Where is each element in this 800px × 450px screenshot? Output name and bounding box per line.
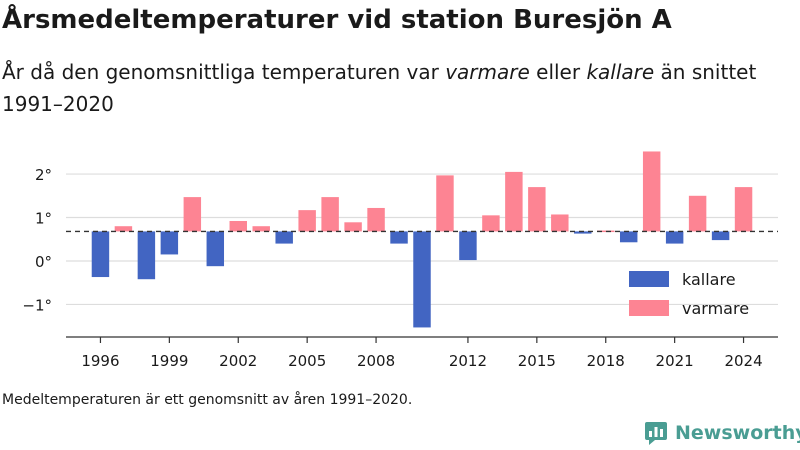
x-tick-label: 2021: [656, 352, 694, 370]
bar-2005: [298, 210, 316, 232]
bar-2006: [321, 197, 339, 232]
x-tick-label: 2002: [219, 352, 257, 370]
bars: [66, 151, 778, 328]
legend-label-varmare: varmare: [682, 299, 749, 318]
bar-2014: [505, 171, 523, 232]
bar-1998: [137, 231, 156, 280]
subtitle-emphasis-warmer: varmare: [445, 60, 530, 84]
subtitle-emphasis-colder: kallare: [586, 60, 655, 84]
legend-swatch-kallare: [629, 271, 669, 287]
legend-label-kallare: kallare: [682, 270, 736, 289]
page-title: Årsmedeltemperaturer vid station Buresjö…: [2, 5, 672, 35]
bar-1999: [160, 231, 179, 255]
temperature-bar-chart: −1° 0° 1° 2° 1996 1999 2002 2005 2008 2012 2015 201…: [22, 151, 778, 370]
x-tick-label: 2024: [724, 352, 762, 370]
bar-1996: [91, 231, 110, 278]
bar-2016: [551, 214, 569, 232]
y-tick-label: −1°: [22, 296, 52, 314]
bar-2012: [459, 231, 477, 261]
y-tick-label: 0°: [35, 253, 52, 271]
bar-2002: [229, 220, 247, 232]
subtitle-part3: än snittet 1991–2020: [2, 60, 757, 116]
axes: −1° 0° 1° 2° 1996 1999 2002 2005 2008 2012 2015 201…: [22, 166, 778, 370]
bar-2023: [711, 231, 730, 241]
legend: kallare varmare: [629, 270, 749, 318]
x-tick-label: 1996: [81, 352, 119, 370]
chart-subtitle: År då den genomsnittliga temperaturen va…: [2, 56, 792, 120]
bar-2000: [183, 197, 202, 232]
y-tick-label: 2°: [35, 166, 52, 184]
bar-2017: [574, 231, 592, 234]
bar-2019: [619, 231, 638, 243]
y-tick-label: 1°: [35, 210, 52, 228]
footnote: Medeltemperaturen är ett genomsnitt av å…: [2, 392, 413, 408]
newsworthy-logo-icon: [645, 422, 667, 445]
bar-2013: [482, 215, 500, 232]
bar-2007: [344, 222, 362, 232]
bar-2015: [528, 187, 546, 232]
bar-2022: [688, 195, 707, 232]
bar-2024: [734, 187, 753, 232]
x-tick-label: 1999: [150, 352, 188, 370]
bar-2011: [436, 175, 454, 232]
x-tick-label: 2012: [449, 352, 487, 370]
x-tick-label: 2005: [288, 352, 326, 370]
bar-2003: [252, 226, 270, 232]
x-tick-label: 2008: [357, 352, 395, 370]
brand-name: Newsworthy: [675, 422, 800, 444]
bar-1997: [114, 226, 133, 232]
legend-swatch-varmare: [629, 300, 669, 316]
bar-2009: [390, 231, 408, 244]
subtitle-part2: eller: [529, 60, 587, 84]
bar-2010: [413, 231, 431, 328]
brand: Newsworthy: [644, 420, 800, 446]
x-tick-label: 2018: [587, 352, 625, 370]
bar-2018: [597, 230, 615, 233]
bar-2008: [367, 207, 385, 232]
bar-2004: [275, 231, 293, 244]
subtitle-part1: År då den genomsnittliga temperaturen va…: [2, 60, 446, 84]
x-tick-label: 2015: [518, 352, 556, 370]
bar-2020: [642, 151, 661, 232]
bar-2021: [665, 231, 684, 244]
bar-2001: [206, 231, 225, 267]
